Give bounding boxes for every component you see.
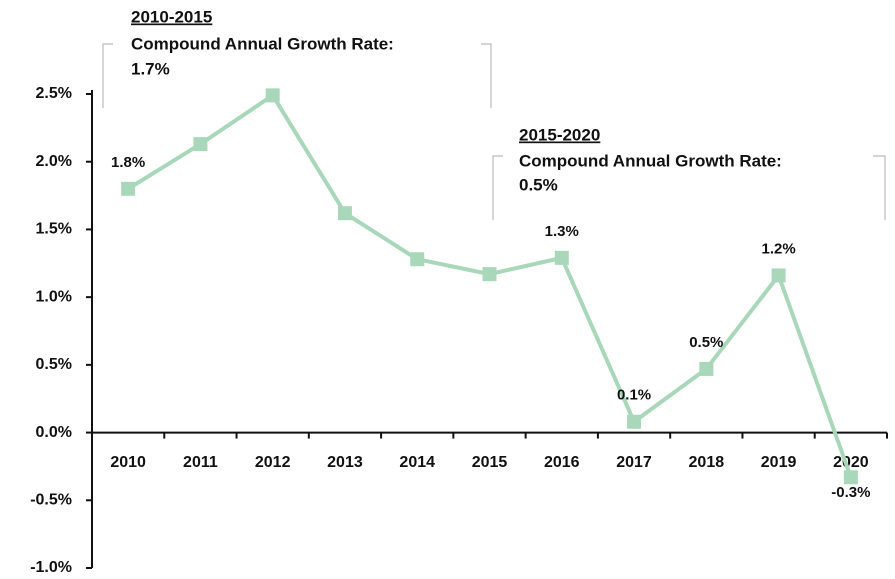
y-tick-label: 1.5% — [36, 221, 72, 238]
annotation-period: 2010-2015 — [131, 7, 212, 26]
x-tick-label: 2011 — [183, 454, 218, 471]
marker — [410, 252, 425, 267]
marker — [843, 470, 858, 485]
data-label: 0.5% — [689, 334, 723, 351]
x-tick-label: 2018 — [689, 454, 725, 471]
marker — [699, 361, 714, 376]
marker — [771, 268, 786, 283]
marker — [627, 414, 642, 429]
x-tick-label: 2013 — [327, 454, 363, 471]
annotation-value: 0.5% — [519, 175, 558, 194]
y-tick-label: 0.5% — [36, 356, 72, 373]
marker — [554, 250, 569, 265]
y-tick-label: 2.5% — [36, 85, 72, 102]
x-tick-label: 2020 — [833, 454, 869, 471]
data-label: 1.2% — [761, 240, 795, 257]
y-tick-label: 1.0% — [36, 288, 72, 305]
x-tick-label: 2014 — [399, 454, 435, 471]
annotation-text: Compound Annual Growth Rate: — [519, 151, 782, 170]
data-label: 1.8% — [111, 154, 145, 171]
data-label: -0.3% — [831, 484, 870, 501]
marker — [337, 206, 352, 221]
data-label: 0.1% — [617, 387, 651, 404]
marker — [121, 181, 136, 196]
y-tick-label: 0.0% — [36, 424, 72, 441]
y-tick-label: -1.0% — [30, 559, 72, 576]
bracket — [492, 155, 886, 220]
y-tick-label: 2.0% — [36, 153, 72, 170]
data-label: 1.3% — [545, 223, 579, 240]
x-tick-label: 2016 — [544, 454, 580, 471]
x-tick-label: 2017 — [616, 454, 652, 471]
marker — [193, 137, 208, 152]
x-tick-label: 2019 — [761, 454, 797, 471]
bracket — [102, 43, 492, 108]
annotation-period: 2015-2020 — [519, 125, 600, 144]
x-tick-label: 2015 — [472, 454, 508, 471]
x-tick-label: 2012 — [255, 454, 291, 471]
y-tick-label: -0.5% — [30, 492, 72, 509]
x-tick-label: 2010 — [110, 454, 146, 471]
marker — [482, 267, 497, 282]
marker — [265, 88, 280, 103]
annotation-value: 1.7% — [131, 59, 170, 78]
annotation-text: Compound Annual Growth Rate: — [131, 34, 394, 53]
